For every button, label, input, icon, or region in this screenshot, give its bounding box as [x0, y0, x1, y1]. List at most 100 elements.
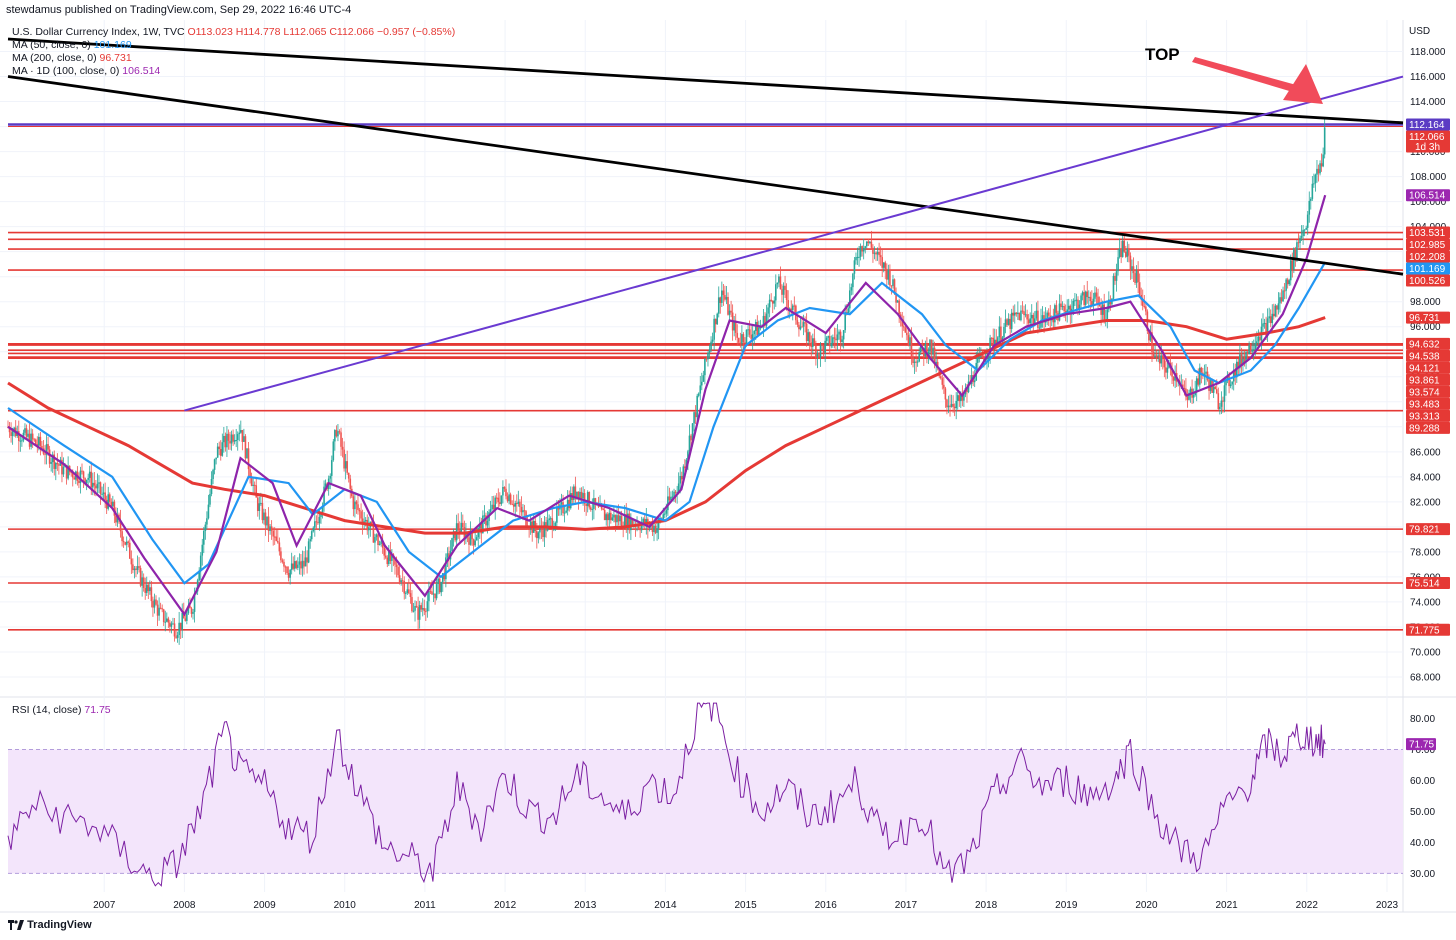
rsi-legend[interactable]: RSI (14, close) 71.75 [12, 704, 111, 716]
ma100-legend[interactable]: MA · 1D (100, close, 0) 106.514 [12, 65, 160, 77]
price-label-badge[interactable] [1406, 421, 1450, 434]
candle-body [583, 493, 586, 504]
candle-body [240, 430, 242, 433]
candle-body [893, 279, 896, 294]
rsi-line-path[interactable] [7, 702, 1326, 887]
candle-body [610, 512, 612, 521]
price-label-badge[interactable] [1406, 337, 1450, 350]
candle-body [98, 482, 100, 484]
candle-body [269, 526, 271, 531]
rsi-value-badge[interactable] [1406, 738, 1436, 751]
candle-body [523, 510, 526, 512]
price-label-badge[interactable] [1406, 274, 1450, 287]
candle-body [674, 491, 677, 493]
price-label-badge[interactable] [1406, 262, 1450, 275]
candle-body [1314, 174, 1317, 184]
price-label-badge[interactable] [1406, 409, 1450, 422]
price-label-badge[interactable] [1406, 576, 1450, 589]
candle-body [372, 523, 375, 543]
candle-body [454, 531, 456, 541]
candle-body [1021, 310, 1024, 312]
price-label-badge[interactable] [1406, 397, 1450, 410]
candle-body [1000, 326, 1002, 341]
price-label-badge[interactable] [1406, 373, 1450, 386]
price-label-badge[interactable] [1406, 226, 1450, 239]
trendline[interactable] [7, 75, 1404, 276]
candle-body [119, 519, 122, 532]
candle-body [798, 324, 800, 330]
candle-body [764, 315, 766, 326]
candle-body [529, 521, 532, 530]
price-label-badge[interactable] [1406, 623, 1450, 636]
candle-body [997, 337, 999, 346]
tradingview-logo[interactable]: TradingView [8, 919, 92, 931]
price-label-text: 94.538 [1409, 351, 1440, 362]
candle-body [882, 262, 885, 268]
candle-body [998, 326, 1001, 338]
ma100-line[interactable] [7, 194, 1327, 617]
price-label-badge[interactable] [1406, 189, 1450, 202]
candle-body [340, 432, 342, 447]
candle-body [1291, 260, 1294, 270]
candle-body [306, 557, 308, 563]
candle-body [33, 439, 36, 441]
trendline[interactable] [184, 75, 1404, 412]
price-label-badge[interactable] [1406, 118, 1450, 131]
price-label-badge[interactable] [1406, 130, 1450, 153]
candle-body [955, 400, 957, 409]
candle-body [36, 443, 39, 446]
candle-body [849, 290, 851, 309]
price-tick-label: 78.000 [1410, 547, 1441, 558]
candle-body [377, 534, 379, 545]
candle-body [204, 524, 207, 532]
candle-body [284, 566, 287, 568]
candle-body [1219, 406, 1221, 409]
candle-body [898, 300, 900, 315]
candle-body [700, 381, 703, 386]
ma200-legend[interactable]: MA (200, close, 0) 96.731 [12, 52, 132, 64]
candle-body [462, 522, 464, 528]
candle-body [861, 246, 863, 252]
candle-body [292, 563, 295, 569]
candle-body [141, 577, 143, 586]
rsi-tick-label: 60.00 [1410, 776, 1435, 787]
symbol-legend[interactable]: U.S. Dollar Currency Index, 1W, TVC O113… [12, 26, 455, 38]
candle-body [246, 448, 248, 459]
candle-body [904, 327, 907, 333]
candle-body [668, 496, 671, 501]
price-label-badge[interactable] [1406, 250, 1450, 263]
candle-body [1063, 306, 1065, 312]
candle-body [776, 282, 779, 285]
candle-body [548, 518, 550, 521]
price-label-badge[interactable] [1406, 523, 1450, 536]
ma50-line[interactable] [7, 261, 1327, 585]
ma50-legend[interactable]: MA (50, close, 0) 101.169 [12, 39, 132, 51]
candle-body [1277, 303, 1280, 310]
price-label-badge[interactable] [1406, 385, 1450, 398]
candle-body [808, 332, 811, 343]
candle-body [963, 394, 965, 401]
candle-body [768, 299, 771, 308]
candle-body [115, 515, 117, 523]
candle-body [677, 483, 680, 493]
candle-body [1205, 371, 1207, 374]
price-label-badge[interactable] [1406, 349, 1450, 362]
candle-body [182, 613, 185, 619]
price-label-badge[interactable] [1406, 238, 1450, 251]
candle-body [1302, 229, 1304, 236]
candle-body [440, 581, 443, 593]
price-label-badge[interactable] [1406, 361, 1450, 374]
year-tick-label: 2014 [654, 900, 677, 911]
candle-body [719, 297, 722, 303]
candle-body [693, 412, 695, 424]
candle-body [482, 515, 484, 534]
candle-body [31, 433, 34, 440]
candle-body [625, 514, 628, 530]
candle-body [1129, 255, 1132, 270]
price-label-badge[interactable] [1406, 311, 1450, 324]
trendline[interactable] [7, 37, 1404, 125]
candle-body [750, 334, 752, 339]
candle-body [406, 589, 409, 593]
candle-body [546, 520, 549, 531]
